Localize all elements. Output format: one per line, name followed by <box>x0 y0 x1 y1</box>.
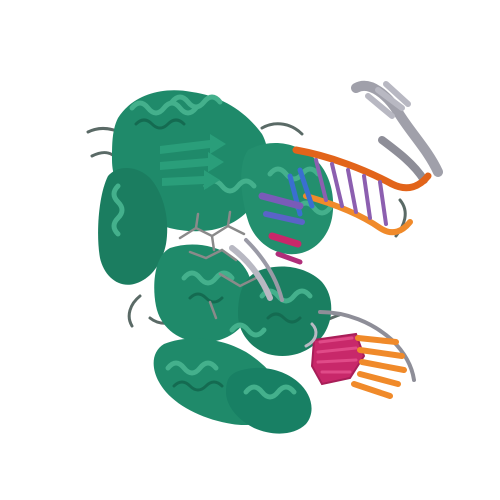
protein-beta-strands <box>160 134 226 190</box>
protein-helix-shadows <box>134 118 302 392</box>
dna-bases-cleft <box>229 192 305 302</box>
ligand-sticks <box>178 210 258 320</box>
dna-lower-duplex <box>304 310 416 399</box>
dna-backbone-orange-lower <box>303 193 413 236</box>
protein-cartoon <box>98 90 334 434</box>
protein-domain-middle <box>154 244 253 343</box>
dna-orange-wedges <box>351 335 407 399</box>
dna-upper-grey-strand <box>351 81 443 184</box>
dna-backbone-orange-upper <box>292 146 432 192</box>
protein-domain-lower-right <box>226 367 312 434</box>
